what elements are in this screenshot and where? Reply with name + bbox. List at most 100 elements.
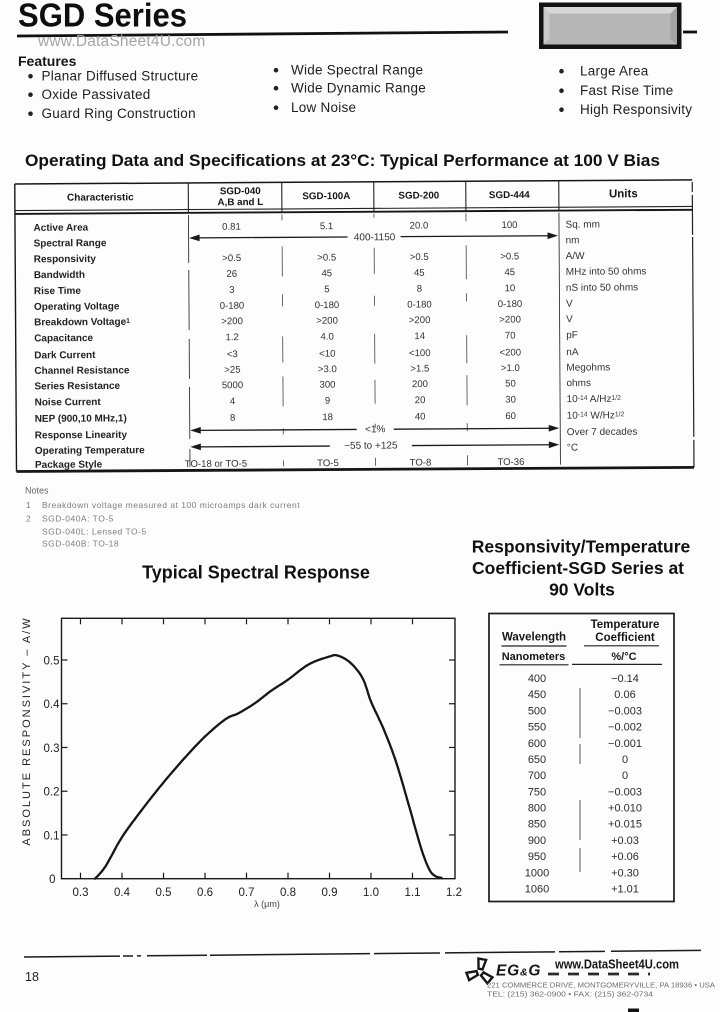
svg-text:4.0: 4.0 — [320, 332, 333, 343]
svg-text:0: 0 — [622, 754, 628, 766]
svg-text:20.0: 20.0 — [410, 220, 429, 231]
svg-text:Fast Rise Time: Fast Rise Time — [580, 83, 674, 98]
svg-text:0.6: 0.6 — [197, 887, 213, 899]
svg-text:300: 300 — [319, 380, 335, 391]
svg-text:30: 30 — [505, 394, 516, 405]
svg-text:10-14 A/Hz1/2: 10-14 A/Hz1/2 — [567, 394, 622, 405]
svg-text:0.5: 0.5 — [156, 887, 172, 899]
svg-text:Guard Ring Construction: Guard Ring Construction — [42, 106, 196, 121]
svg-text:>25: >25 — [224, 365, 240, 376]
svg-text:V: V — [566, 299, 573, 310]
svg-text:Package Style: Package Style — [35, 459, 103, 470]
svg-text:nA: nA — [566, 347, 579, 358]
svg-text:Wide Dynamic Range: Wide Dynamic Range — [291, 81, 426, 96]
svg-text:Low Noise: Low Noise — [291, 100, 356, 115]
svg-text:<100: <100 — [409, 348, 431, 359]
svg-text:45: 45 — [414, 268, 425, 279]
svg-text:<1%: <1% — [365, 424, 385, 435]
svg-text:SGD-444: SGD-444 — [489, 190, 530, 201]
svg-text:Large Area: Large Area — [580, 64, 649, 79]
svg-text:Notes: Notes — [25, 486, 49, 496]
svg-text:>200: >200 — [316, 316, 338, 327]
svg-text:45: 45 — [321, 268, 332, 279]
svg-text:MHz into 50 ohms: MHz into 50 ohms — [566, 266, 647, 277]
svg-text:+0.06: +0.06 — [611, 851, 639, 863]
svg-text:20: 20 — [415, 395, 426, 406]
svg-text:Series Resistance: Series Resistance — [34, 381, 120, 393]
svg-text:45: 45 — [504, 267, 515, 278]
svg-text:Bandwidth: Bandwidth — [34, 270, 85, 281]
svg-text:Over 7 decades: Over 7 decades — [567, 427, 638, 438]
svg-text:10: 10 — [505, 283, 516, 294]
svg-text:A/W: A/W — [566, 251, 586, 262]
svg-text:600: 600 — [528, 738, 546, 750]
svg-text:0.1: 0.1 — [44, 830, 60, 842]
svg-text:950: 950 — [528, 851, 546, 863]
svg-text:+1.01: +1.01 — [611, 883, 639, 895]
svg-text:550: 550 — [528, 722, 546, 734]
svg-text:1000: 1000 — [525, 867, 549, 879]
svg-text:<10: <10 — [319, 349, 335, 360]
svg-text:+0.010: +0.010 — [608, 803, 642, 815]
svg-text:−0.003: −0.003 — [608, 786, 642, 798]
svg-text:60: 60 — [505, 411, 516, 422]
svg-text:Units: Units — [609, 188, 638, 200]
svg-text:0-180: 0-180 — [498, 299, 523, 310]
svg-text:800: 800 — [528, 803, 546, 815]
svg-text:λ (μm): λ (μm) — [254, 899, 280, 909]
svg-text:%/°C: %/°C — [611, 651, 636, 663]
svg-text:Features: Features — [18, 53, 77, 69]
svg-text:0.3: 0.3 — [73, 887, 89, 899]
svg-text:Responsivity: Responsivity — [34, 254, 97, 265]
svg-text:SGD-040L: Lensed TO-5: SGD-040L: Lensed TO-5 — [42, 527, 147, 537]
svg-text:nS into 50 ohms: nS into 50 ohms — [566, 282, 638, 293]
svg-text:Operating Data and Specificati: Operating Data and Specifications at 23°… — [25, 151, 660, 170]
svg-text:Breakdown Voltage1: Breakdown Voltage1 — [34, 317, 130, 329]
svg-text:Coefficient-SGD Series at: Coefficient-SGD Series at — [472, 558, 684, 578]
svg-text:4: 4 — [230, 396, 236, 407]
svg-text:>3.0: >3.0 — [318, 364, 337, 375]
svg-text:ohms: ohms — [566, 378, 591, 389]
svg-text:1060: 1060 — [525, 883, 549, 895]
svg-text:SGD-040B: TO-18: SGD-040B: TO-18 — [42, 539, 119, 549]
svg-text:70: 70 — [505, 330, 516, 341]
svg-text:Dark Current: Dark Current — [34, 350, 96, 361]
svg-text:ABSOLUTE RESPONSIVITY – A/W: ABSOLUTE RESPONSIVITY – A/W — [21, 616, 33, 845]
svg-text:+0.30: +0.30 — [611, 867, 639, 879]
svg-text:18: 18 — [25, 970, 39, 984]
svg-text:700: 700 — [528, 770, 546, 782]
svg-text:www.DataSheet4U.com: www.DataSheet4U.com — [554, 957, 679, 972]
svg-text:°C: °C — [567, 443, 578, 454]
svg-text:5: 5 — [324, 284, 329, 295]
svg-text:SGD Series: SGD Series — [18, 0, 187, 34]
svg-text:V: V — [566, 314, 573, 325]
svg-text:Spectral Range: Spectral Range — [34, 238, 107, 249]
svg-text:Operating Temperature: Operating Temperature — [35, 445, 145, 457]
svg-text:100: 100 — [501, 220, 517, 231]
svg-text:0-180: 0-180 — [315, 300, 340, 311]
svg-text:Coefficient: Coefficient — [595, 632, 655, 644]
svg-text:750: 750 — [528, 786, 546, 798]
svg-text:+0.03: +0.03 — [611, 835, 639, 847]
svg-text:www.DataSheet4U.com: www.DataSheet4U.com — [37, 33, 205, 50]
svg-text:Nanometers: Nanometers — [502, 651, 566, 663]
svg-text:1.1: 1.1 — [405, 887, 421, 899]
svg-text:400-1150: 400-1150 — [354, 232, 396, 243]
svg-text:Planar Diffused Structure: Planar Diffused Structure — [42, 69, 199, 84]
svg-text:1.0: 1.0 — [363, 887, 379, 899]
svg-text:Temperature: Temperature — [591, 619, 660, 631]
svg-text:>0.5: >0.5 — [317, 252, 336, 263]
svg-text:+0.015: +0.015 — [608, 819, 642, 831]
svg-text:SGD-100A: SGD-100A — [302, 191, 350, 202]
svg-text:900: 900 — [528, 835, 546, 847]
svg-text:3: 3 — [229, 285, 234, 296]
svg-text:0.5: 0.5 — [44, 655, 60, 667]
svg-text:26: 26 — [226, 269, 237, 280]
svg-text:−0.14: −0.14 — [611, 673, 639, 685]
svg-text:NEP (900,10 MHz,1): NEP (900,10 MHz,1) — [35, 413, 127, 425]
svg-text:0.06: 0.06 — [614, 689, 635, 701]
svg-text:0: 0 — [622, 770, 628, 782]
svg-text:0.81: 0.81 — [222, 222, 241, 233]
svg-text:Wavelength: Wavelength — [502, 632, 566, 644]
svg-text:2: 2 — [26, 514, 31, 524]
